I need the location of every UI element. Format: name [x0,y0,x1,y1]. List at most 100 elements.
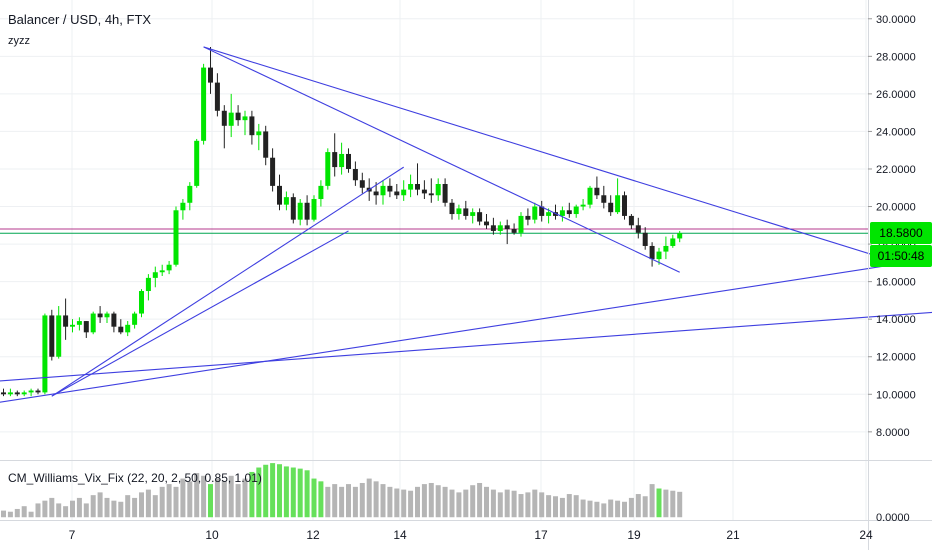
vix-bar [290,467,296,518]
vix-bar [83,503,89,518]
vix-bar [594,501,600,518]
vix-bar [346,484,351,518]
vix-bar [477,482,483,518]
trendlines[interactable] [0,46,932,403]
candle-up [670,238,676,246]
candle-down [83,321,89,333]
vix-fix-histogram [1,463,683,518]
price-tick-label: 24.0000 [876,126,916,138]
price-tick-label: 8.0000 [876,427,910,439]
candle-up [532,206,538,220]
vix-bar [573,495,579,518]
candle-up [325,152,331,186]
trendline [203,46,680,273]
price-tick-label: 16.0000 [876,277,916,289]
chart-title: Balancer / USD, 4h, FTX [8,12,152,27]
candle-down [525,215,531,220]
vix-bar [580,499,586,518]
candle-down [1,392,6,395]
vix-bar [21,506,27,518]
candle-up [677,233,683,239]
vix-bar [622,501,627,518]
candle-down [332,152,338,168]
trendline [0,311,932,382]
candle-up [615,195,621,213]
vix-bar [14,508,20,518]
candle-up [180,202,186,211]
price-tick-label: 10.0000 [876,389,916,401]
candle-up [132,313,138,325]
vix-bar [373,481,379,518]
vix-bar [263,464,269,518]
vix-bar [235,484,241,518]
candle-up [242,116,248,121]
candle-down [63,315,69,327]
candle-down [387,185,393,192]
candle-down [642,232,648,246]
vix-bar [408,490,414,518]
candle-up [380,185,386,196]
vix-bar [63,506,69,518]
chart-subtitle: zyzz [8,35,30,47]
vix-bar [449,489,455,518]
candle-up [311,199,317,220]
candle-down [511,229,517,233]
vix-bar [615,500,621,518]
vix-bar [28,511,34,518]
candle-down [449,202,455,215]
vix-bar [70,500,75,518]
candle-down [97,313,103,318]
vix-bar [663,489,669,518]
price-tick-label: 26.0000 [876,89,916,101]
time-tick-label: 10 [205,528,219,542]
candle-down [463,208,469,216]
candle-down [566,210,572,215]
candle-up [173,210,179,265]
time-tick-label: 21 [726,528,740,542]
price-lines [0,228,868,234]
candle-down [346,153,351,169]
candle-down [373,191,379,196]
candle-down [428,193,434,196]
vix-bar [270,463,276,518]
vix-bar [587,500,593,518]
vix-bar [166,484,172,518]
vix-bar [532,489,538,518]
vix-bar [635,494,641,518]
candle-down [208,67,213,83]
candle-down [118,326,124,333]
candle-up [56,315,62,357]
candle-up [139,291,144,314]
vix-bar [649,484,655,518]
price-tick-label: 22.0000 [876,164,916,176]
vix-bar [242,478,248,518]
candle-up [125,324,131,333]
candle-up [201,67,207,141]
vix-bar [553,496,558,518]
vix-bar [297,468,303,518]
vix-bar [387,486,393,518]
price-tick-label: 30.0000 [876,14,916,26]
candle-down [235,112,241,121]
time-tick-label: 19 [627,528,641,542]
vix-bar [670,490,676,518]
candle-up [470,212,476,216]
candle-up [256,131,262,136]
candle-up [28,390,34,393]
candle-down [622,195,627,216]
vix-bar [484,486,489,518]
candle-up [152,272,158,278]
candle-up [21,392,27,395]
vix-bar [277,464,282,518]
vix-bar [194,473,200,518]
candle-up [518,215,524,233]
vix-bar [152,495,158,518]
candle-down [249,116,255,136]
candle-up [408,184,414,190]
vix-bar [145,489,151,518]
candle-up [166,264,172,271]
vix-bar [490,489,496,518]
price-tick-label: 12.0000 [876,352,916,364]
vix-bar [318,481,324,518]
